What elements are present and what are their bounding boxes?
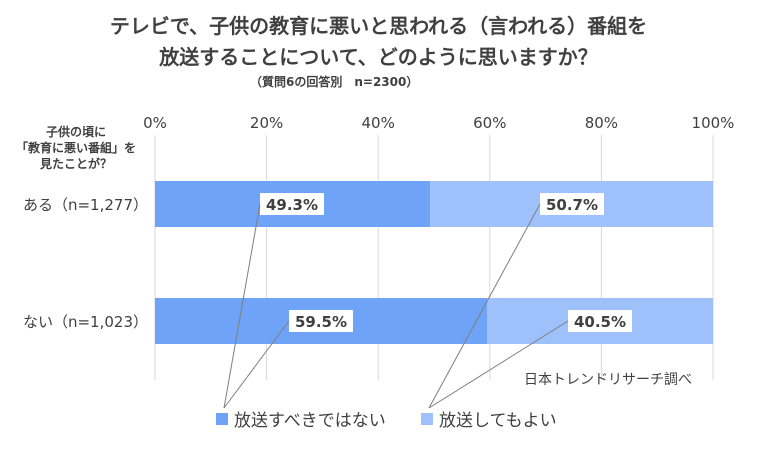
chart-title-line1: テレビで、子供の教育に悪いと思われる（言われる）番組を (109, 14, 648, 38)
legend-swatch-series2 (421, 412, 433, 425)
x-tick-label: 0% (143, 114, 167, 132)
x-tick-label: 60% (473, 114, 506, 132)
x-tick-label: 100% (692, 114, 735, 132)
legend-swatch-series1 (216, 412, 228, 425)
x-tick-label: 20% (250, 114, 283, 132)
data-label: 50.7% (546, 196, 598, 214)
x-tick-label: 80% (585, 114, 618, 132)
legend-label-series2: 放送してもよい (439, 411, 557, 431)
category-label: ある（n=1,277） (23, 196, 148, 214)
data-label: 59.5% (295, 313, 347, 331)
y-axis-title: 子供の頃に 「教育に悪い番組」を 見たことが？ (8, 124, 144, 172)
data-label: 49.3% (266, 196, 318, 214)
data-label: 40.5% (574, 313, 626, 331)
chart-subtitle: （質問6の回答別 n=2300） (250, 75, 419, 89)
source-note: 日本トレンドリサーチ調べ (524, 372, 692, 388)
y-axis-title-line3: 見たことが？ (39, 157, 112, 171)
y-axis-title-line1: 子供の頃に (45, 125, 106, 139)
x-tick-label: 40% (362, 114, 395, 132)
legend-item-series2: 放送してもよい (421, 406, 557, 431)
legend-label-series1: 放送すべきではない (234, 411, 386, 431)
leader-line (223, 203, 261, 409)
y-axis-title-line2: 「教育に悪い番組」を (15, 141, 136, 155)
data-label-box (568, 310, 632, 332)
category-label: ない（n=1,023） (23, 313, 148, 331)
data-label-box (289, 310, 353, 332)
leader-line (428, 203, 541, 409)
leader-line (223, 320, 290, 409)
legend-item-series1: 放送すべきではない (216, 406, 386, 431)
data-label-box (260, 193, 324, 215)
chart-title-line2: 放送することについて、どのように思いますか？ (159, 45, 598, 69)
leader-line (428, 320, 569, 409)
data-label-box (540, 193, 604, 215)
